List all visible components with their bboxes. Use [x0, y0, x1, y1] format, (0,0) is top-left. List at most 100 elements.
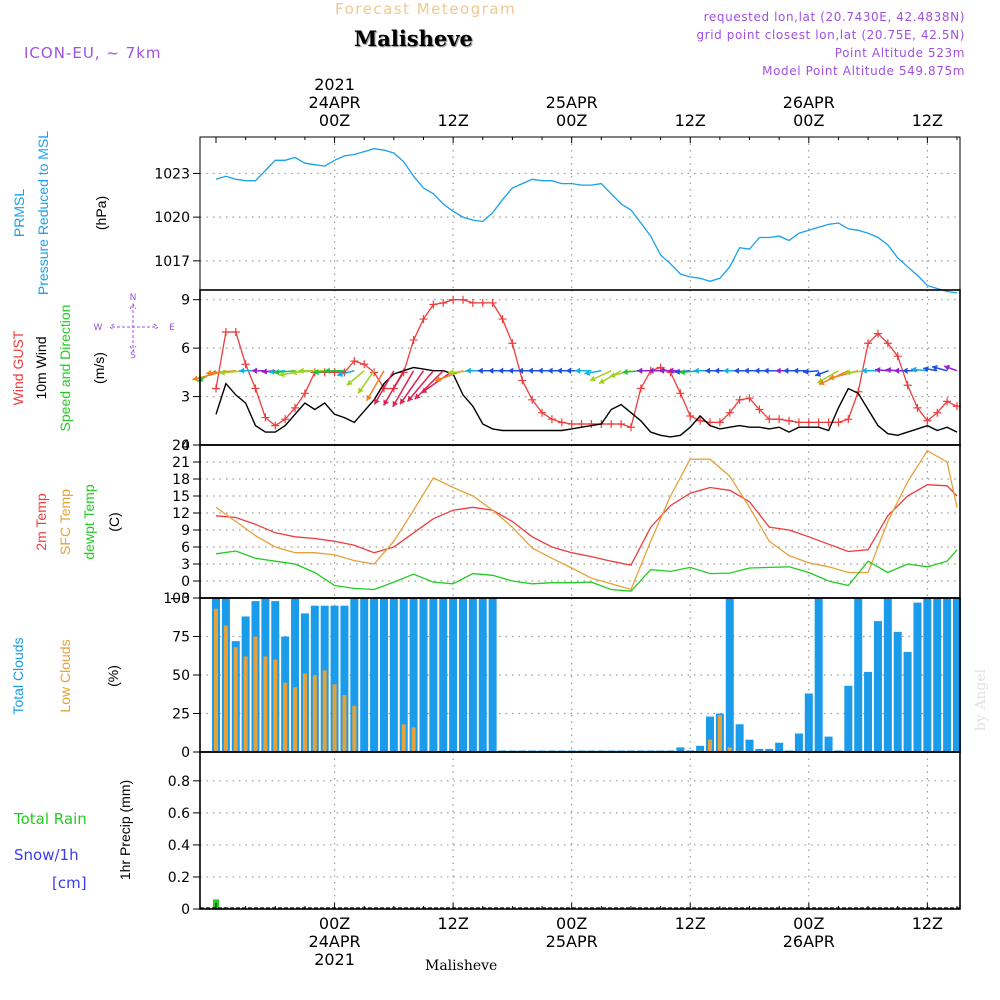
y-tick-label: 1020: [154, 210, 190, 226]
gust-marker: [419, 315, 428, 324]
gust-marker: [360, 360, 369, 369]
low-cloud-bar: [312, 675, 317, 752]
wind-arrow-head: [392, 400, 399, 407]
gust-label: Wind GUST: [10, 330, 26, 405]
wind-direction-arrow: [392, 370, 415, 408]
wind-arrow-head: [679, 368, 685, 376]
gust-marker: [528, 395, 537, 404]
wind-arrow-head: [517, 367, 524, 374]
low-cloud-bar: [727, 747, 732, 752]
wind-arrow-head: [527, 367, 533, 374]
y-tick-label: 3: [181, 557, 190, 573]
wind-arrow-head: [911, 366, 917, 373]
y-tick-label: 1017: [154, 254, 190, 270]
total-cloud-bar: [854, 598, 863, 752]
low-cloud-bar: [342, 695, 347, 752]
gust-marker: [231, 327, 240, 336]
wind-arrow-head: [366, 394, 372, 401]
cloud-unit: (%): [105, 665, 121, 687]
gust-marker: [429, 300, 438, 309]
panel-frame: [199, 444, 961, 599]
y-tick-label: 0.4: [168, 838, 190, 854]
dewpoint-label: dewpt Temp: [81, 484, 97, 559]
wind-arrow-head: [435, 376, 441, 383]
gust-marker: [399, 368, 408, 377]
panel-frame: [199, 751, 961, 910]
wind-arrow-head: [828, 374, 835, 381]
gust-marker: [281, 415, 290, 424]
gust-marker: [943, 397, 952, 406]
low-clouds-label: Low Clouds: [57, 639, 73, 712]
gust-marker: [370, 368, 379, 377]
total-cloud-bar: [370, 598, 379, 752]
time-label-top: 25APR: [546, 93, 598, 112]
low-cloud-bar: [332, 684, 337, 752]
total-cloud-bar: [350, 598, 359, 752]
gust-marker: [468, 298, 477, 307]
pressure-label-long: Pressure Reduced to MSL: [35, 131, 51, 295]
total-cloud-bar: [745, 739, 754, 752]
footer-location: Malisheve: [425, 958, 498, 974]
time-label-top: 00Z: [556, 111, 587, 130]
wind-arrow-head: [298, 367, 304, 374]
y-tick-label: 21: [172, 455, 190, 471]
gust-marker: [864, 339, 873, 348]
wind-arrow-head: [261, 368, 268, 375]
wind-arrow-head: [648, 367, 654, 374]
gust-marker: [261, 413, 270, 422]
gust-marker: [271, 421, 280, 430]
total-cloud-bar: [824, 736, 833, 752]
y-tick-label: 12: [172, 506, 190, 522]
snow-label: Snow/1h: [14, 846, 79, 864]
total-cloud-bar: [933, 598, 942, 752]
low-cloud-bar: [322, 670, 327, 752]
gust-marker: [439, 298, 448, 307]
wind-direction-label: Speed and Direction: [57, 305, 73, 432]
y-tick-label: 100: [163, 591, 190, 607]
gust-marker: [913, 403, 922, 412]
total-cloud-bar: [794, 733, 803, 752]
data-layer: [192, 148, 961, 909]
y-tick-label: 0.6: [168, 806, 190, 822]
time-label-top: 12Z: [437, 111, 468, 130]
wind-label: 10m Wind: [33, 336, 49, 399]
total-cloud-bar: [893, 631, 902, 752]
wind-arrow-head: [498, 367, 504, 374]
model-label: ICON-EU, ~ 7km: [24, 44, 162, 62]
wind-arrow-head: [775, 367, 781, 374]
time-label-top: 24APR: [309, 93, 361, 112]
time-label-bottom: 26APR: [783, 932, 835, 951]
wind-arrow-head: [894, 367, 900, 374]
wind-arrow-head: [346, 379, 353, 386]
wind-direction-arrow: [366, 370, 385, 402]
total-cloud-bar: [953, 598, 961, 752]
gust-marker: [626, 423, 635, 432]
gust-marker: [538, 408, 547, 417]
wind-arrow-head: [637, 367, 643, 374]
total-cloud-bar: [291, 598, 300, 752]
point-altitude: Point Altitude 523m: [834, 46, 965, 60]
wind-arrow-head: [874, 366, 881, 374]
total-cloud-bar: [775, 742, 784, 752]
y-tick-label: 9: [181, 293, 190, 309]
low-cloud-bar: [302, 673, 307, 752]
total-cloud-bar: [488, 598, 497, 752]
gust-marker: [498, 315, 507, 324]
gust-marker: [617, 420, 626, 429]
gust-marker: [212, 384, 220, 393]
wind-direction-arrow: [382, 370, 405, 406]
wind-arrow-head: [407, 395, 414, 402]
wind-arrow-head: [324, 367, 330, 374]
wind-unit: (m/s): [91, 352, 107, 384]
wind-arrow-head: [658, 367, 665, 374]
time-label-top: 26APR: [783, 93, 835, 112]
wind-arrow-head: [803, 368, 809, 375]
panel-frame: [199, 289, 961, 446]
time-label-bottom: 12Z: [675, 914, 706, 933]
y-tick-label: 1023: [154, 166, 190, 182]
total-cloud-bar: [706, 716, 714, 752]
y-tick-label: −3: [169, 591, 190, 607]
wind-arrow-head: [313, 369, 319, 376]
gust-marker: [291, 403, 300, 412]
gust-marker: [686, 411, 695, 420]
